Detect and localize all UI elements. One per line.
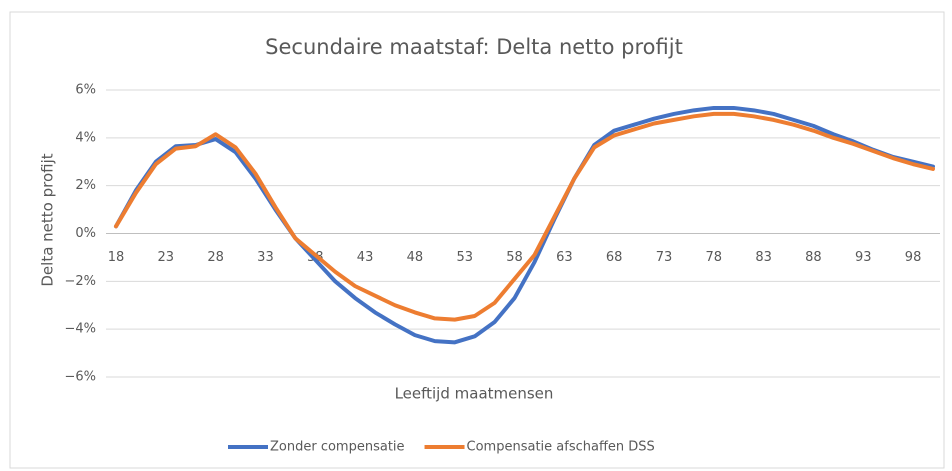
chart-title: Secundaire maatstaf: Delta netto profijt [265,35,683,59]
x-tick-label: 73 [656,250,673,265]
legend-label: Zonder compensatie [270,440,405,455]
y-tick-label: 2% [75,178,96,193]
x-tick-label: 78 [706,250,723,265]
x-tick-label: 43 [357,250,374,265]
y-tick-label: 6% [75,83,96,98]
y-tick-label: −6% [64,370,96,385]
x-tick-label: 23 [158,250,175,265]
x-tick-label: 53 [456,250,473,265]
x-tick-label: 98 [905,250,922,265]
chart-frame [9,11,945,469]
x-axis-label: Leeftijd maatmensen [395,385,554,403]
y-tick-label: 4% [75,130,96,145]
x-tick-label: 18 [108,250,125,265]
x-tick-label: 68 [606,250,623,265]
x-tick-label: 83 [755,250,772,265]
legend-label: Compensatie afschaffen DSS [467,440,655,455]
x-tick-label: 93 [855,250,872,265]
x-tick-label: 88 [805,250,822,265]
series-line [114,105,935,345]
x-tick-label: 58 [506,250,523,265]
x-tick-label: 48 [407,250,424,265]
x-tick-label: 33 [257,250,274,265]
x-tick-label: 63 [556,250,573,265]
series-line [114,111,935,322]
y-tick-label: −2% [64,274,96,289]
y-axis-label: Delta netto profijt [39,153,57,286]
x-tick-label: 28 [207,250,224,265]
y-tick-label: 0% [75,226,96,241]
y-tick-label: −4% [64,322,96,337]
